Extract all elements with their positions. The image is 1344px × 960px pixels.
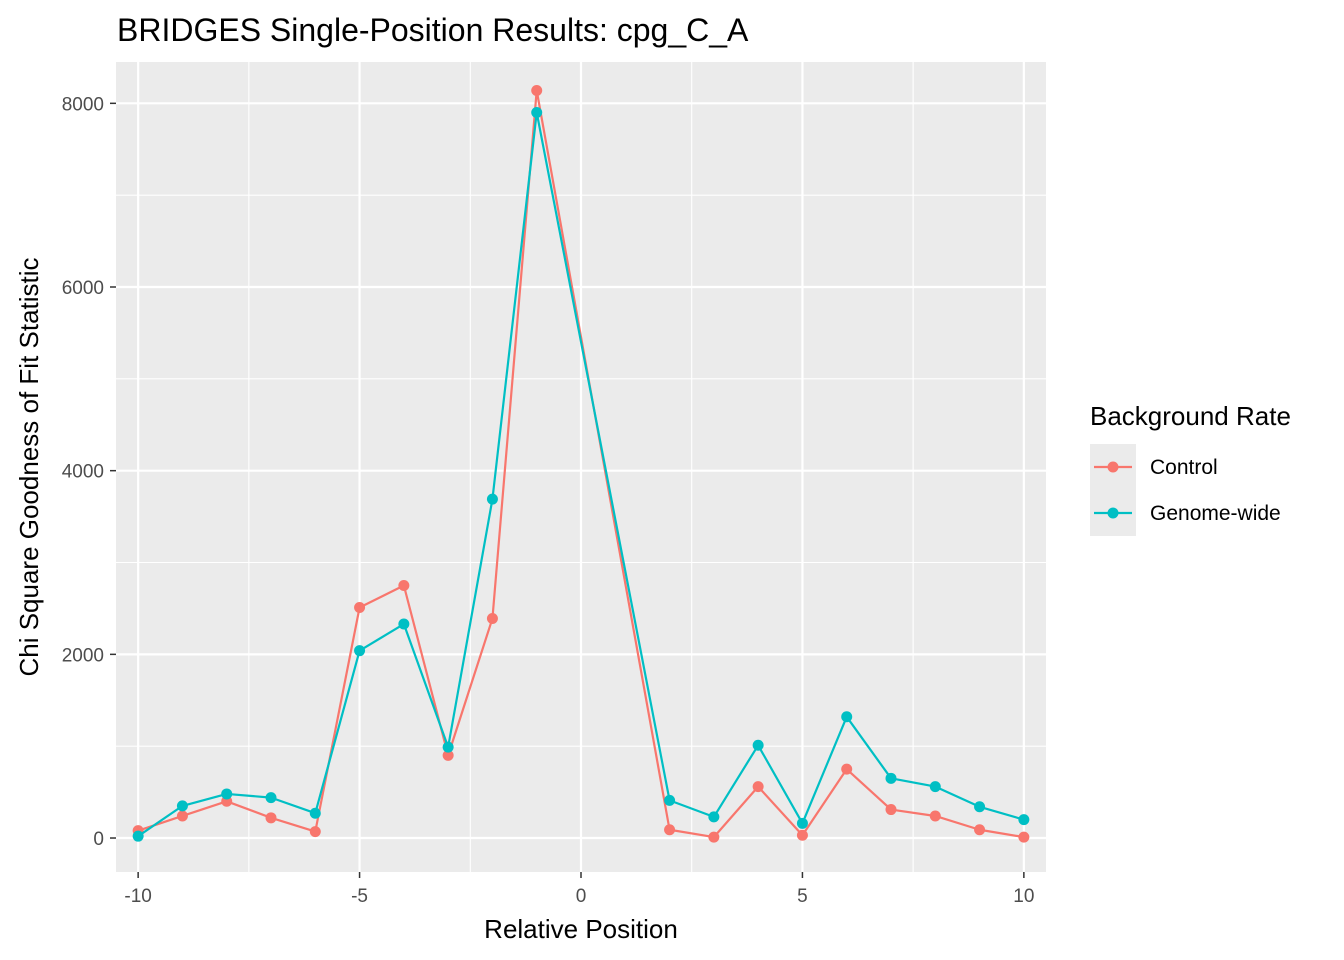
- data-point-genome-wide: [796, 817, 808, 829]
- data-point-genome-wide: [354, 645, 366, 657]
- data-point-control: [885, 804, 897, 816]
- data-point-control: [1018, 831, 1030, 843]
- data-point-genome-wide: [309, 807, 321, 819]
- x-tick-label: -10: [124, 886, 151, 907]
- x-axis-title: Relative Position: [484, 914, 678, 944]
- legend-title: Background Rate: [1090, 401, 1291, 431]
- legend-key-point-genome-wide: [1107, 507, 1119, 519]
- data-point-control: [398, 579, 410, 591]
- data-point-genome-wide: [486, 493, 498, 505]
- data-point-genome-wide: [708, 811, 720, 823]
- data-point-genome-wide: [132, 830, 144, 842]
- data-point-control: [841, 763, 853, 775]
- legend: Background Rate Control Genome-wide: [1090, 401, 1291, 536]
- data-point-control: [176, 810, 188, 822]
- data-point-genome-wide: [664, 794, 676, 806]
- data-point-control: [486, 613, 498, 625]
- series-layer: [132, 84, 1030, 843]
- data-point-genome-wide: [531, 107, 543, 119]
- data-point-genome-wide: [398, 618, 410, 630]
- data-point-control: [974, 824, 986, 836]
- major-gridlines: [116, 62, 1046, 872]
- data-point-control: [442, 749, 454, 761]
- data-point-control: [796, 829, 808, 841]
- y-tick-label: 8000: [62, 94, 104, 115]
- data-point-control: [354, 602, 366, 614]
- data-point-genome-wide: [885, 772, 897, 784]
- data-point-control: [531, 84, 543, 96]
- data-point-control: [265, 812, 277, 824]
- x-tick-label: 5: [797, 886, 808, 907]
- y-axis: 0 2000 4000 6000 8000: [62, 94, 116, 850]
- x-tick-label: 0: [576, 886, 587, 907]
- legend-label-control: Control: [1150, 456, 1218, 479]
- data-point-control: [309, 826, 321, 838]
- y-tick-label: 0: [93, 829, 104, 850]
- x-axis: -10 -5 0 5 10: [124, 872, 1034, 907]
- data-point-control: [752, 781, 764, 793]
- data-point-genome-wide: [442, 741, 454, 753]
- y-tick-label: 2000: [62, 645, 104, 666]
- data-point-genome-wide: [929, 781, 941, 793]
- data-point-genome-wide: [841, 711, 853, 723]
- legend-label-genome-wide: Genome-wide: [1150, 502, 1281, 525]
- y-tick-label: 4000: [62, 462, 104, 483]
- x-tick-label: -5: [351, 886, 368, 907]
- data-point-genome-wide: [265, 792, 277, 804]
- data-point-genome-wide: [176, 800, 188, 812]
- y-axis-title: Chi Square Goodness of Fit Statistic: [14, 257, 44, 676]
- x-tick-label: 10: [1013, 886, 1034, 907]
- data-point-genome-wide: [1018, 814, 1030, 826]
- data-point-genome-wide: [221, 788, 233, 800]
- legend-key-point-control: [1107, 461, 1119, 473]
- y-tick-label: 6000: [62, 278, 104, 299]
- data-point-control: [664, 824, 676, 836]
- chart-title: BRIDGES Single-Position Results: cpg_C_A: [117, 12, 749, 48]
- data-point-control: [929, 810, 941, 822]
- data-point-genome-wide: [974, 801, 986, 813]
- data-point-genome-wide: [752, 739, 764, 751]
- data-point-control: [708, 831, 720, 843]
